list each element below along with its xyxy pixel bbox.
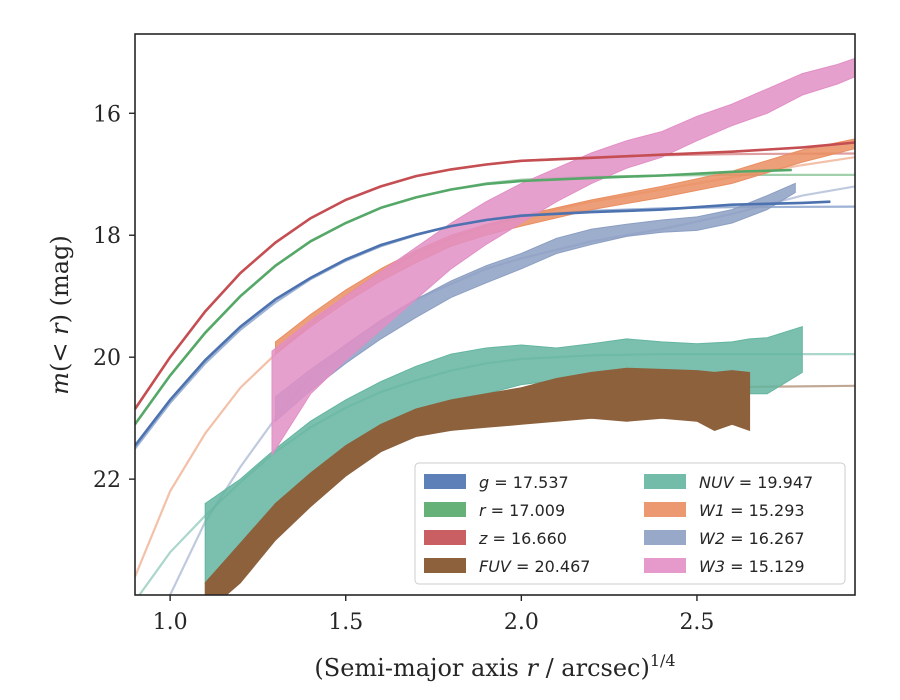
legend-label-var: NUV (699, 473, 735, 492)
x-axis-label-tail: / arcsec) (538, 654, 650, 682)
x-axis-label-sup: 1/4 (650, 651, 676, 670)
legend-label-var: r (479, 501, 487, 520)
legend-label-w2: W2 = 16.267 (699, 529, 805, 548)
legend-label-r: r = 17.009 (479, 501, 565, 520)
legend-label-value: = 16.660 (487, 529, 567, 548)
y-tick-label: 18 (93, 224, 121, 249)
legend-label-var: W1 (699, 501, 725, 520)
legend-label-value: = 16.267 (725, 529, 805, 548)
legend-swatch-w3 (644, 558, 686, 573)
x-tick-label: 1.0 (153, 610, 188, 635)
band-w3 (271, 57, 855, 457)
legend-swatch-z (424, 530, 466, 545)
legend-label-var: z (478, 529, 488, 548)
y-axis-label-main: m (46, 372, 74, 395)
y-axis-label-var: r (46, 322, 74, 335)
legend-label-var: FUV (479, 557, 512, 576)
legend-swatch-w1 (644, 502, 686, 517)
x-tick-label: 2.5 (679, 610, 714, 635)
x-axis-label-var: r (526, 654, 539, 682)
legend-label-value: = 15.129 (725, 557, 805, 576)
y-axis-label-tail: (< r) (mag) (46, 235, 74, 372)
observed-curve-z (135, 141, 855, 410)
band-w2 (275, 182, 796, 423)
x-axis-label-main: (Semi-major axis (314, 654, 526, 682)
axis-ticks: 1.0 1.5 2.0 2.5 16 18 20 22 (93, 102, 714, 635)
x-tick-label: 1.5 (328, 610, 363, 635)
legend-label-var: W2 (699, 529, 725, 548)
y-tick-label: 22 (93, 468, 121, 493)
y-tick-label: 20 (93, 346, 121, 371)
legend-label-value: = 20.467 (511, 557, 591, 576)
legend-swatch-fuv (424, 558, 466, 573)
y-axis-label: m(< r) (mag) (46, 235, 74, 395)
legend-swatch-g (424, 474, 466, 489)
legend-label-value: = 17.537 (489, 473, 569, 492)
legend-label-z: z = 16.660 (478, 529, 567, 548)
band-fuv (204, 367, 751, 595)
legend-label-var: g (479, 473, 489, 492)
legend-label-fuv: FUV = 20.467 (479, 557, 590, 576)
observed-curve-r (135, 168, 792, 426)
axes-frame (134, 33, 856, 596)
plot-area (135, 57, 855, 595)
series-layer (135, 57, 855, 595)
legend-label-value: = 15.293 (725, 501, 805, 520)
legend-label-w3: W3 = 15.129 (699, 557, 805, 576)
x-tick-label: 2.0 (504, 610, 539, 635)
observed-curve-g (135, 200, 831, 447)
legend-swatch-w2 (644, 530, 686, 545)
legend-swatch-r (424, 502, 466, 517)
y-tick-label: 16 (93, 102, 121, 127)
legend-label-value: = 19.947 (734, 473, 814, 492)
legend-box (414, 462, 846, 585)
legend-label-w1: W1 = 15.293 (699, 501, 805, 520)
legend-swatch-nuv (644, 474, 686, 489)
x-axis-label: (Semi-major axis r / arcsec)1/4 (314, 651, 675, 682)
y-axis-label-part: (< (46, 335, 74, 372)
legend-label-value: = 17.009 (486, 501, 566, 520)
legend-label-g: g = 17.537 (479, 473, 569, 492)
legend-label-var: W3 (699, 557, 725, 576)
legend-label-nuv: NUV = 19.947 (699, 473, 813, 492)
y-axis-label-part: ) (mag) (46, 235, 74, 323)
